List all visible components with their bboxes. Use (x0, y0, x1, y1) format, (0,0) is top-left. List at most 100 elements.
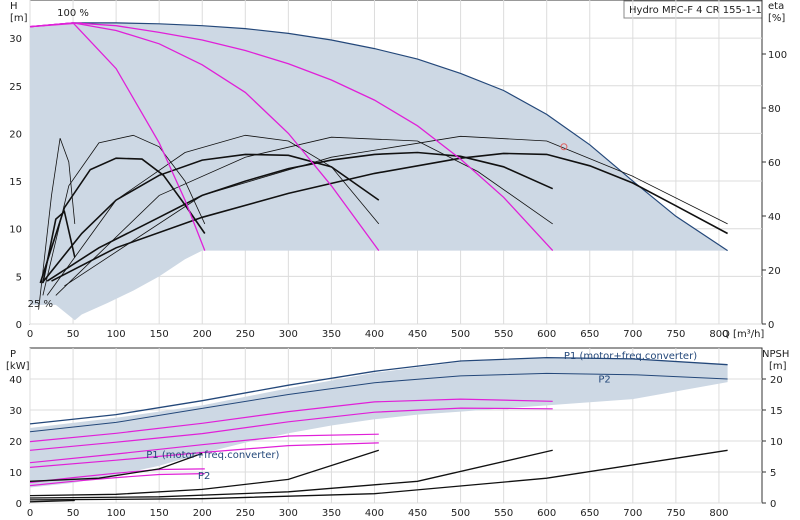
power-x-tick-label: 100 (107, 508, 126, 519)
qh-y2-label-unit: [%] (768, 13, 785, 24)
qh-x-tick-label: 400 (365, 329, 384, 340)
power-x-tick-label: 400 (365, 508, 384, 519)
qh-x-tick-label: 600 (537, 329, 556, 340)
qh-plot: 0 50 100 150 200 250 300 350 400 450 500 550 600 650 7… (9, 0, 787, 340)
power-y-label-top: P (10, 349, 16, 360)
qh-pump-curve (42, 210, 76, 284)
power-x-tick-label: 350 (322, 508, 341, 519)
power-x-tick-label: 200 (193, 508, 212, 519)
qh-x-tick-label: 500 (451, 329, 470, 340)
power-x-tick-label: 0 (27, 508, 33, 519)
npsh-y2-tick-label: 0 (770, 499, 776, 510)
qh-x-tick-label: 200 (193, 329, 212, 340)
power-envelope-area (30, 357, 728, 488)
power-x-tick-label: 700 (623, 508, 642, 519)
power-y-tick-label: 20 (9, 437, 22, 448)
power-x-tick-label: 250 (236, 508, 255, 519)
qh-annotation: 25 % (28, 299, 53, 310)
qh-pump-curve (51, 152, 728, 282)
qh-y-tick-label: 5 (16, 272, 22, 283)
qh-x-tick-label: 300 (279, 329, 298, 340)
power-annotation: P2 (598, 375, 610, 386)
speed-curve (29, 22, 82, 28)
power-x-tick-label: 650 (580, 508, 599, 519)
qh-x-tick-label: 0 (27, 329, 33, 340)
power-speed-curve (29, 398, 553, 443)
qh-pump-curve (39, 157, 206, 284)
npsh-curve (29, 449, 553, 499)
qh-y-tick-label: 25 (9, 82, 22, 93)
power-x-tick-label: 800 (709, 508, 728, 519)
power-x-tick-label: 500 (451, 508, 470, 519)
qh-envelope-area (30, 22, 728, 321)
npsh-curve (29, 499, 75, 503)
qh-y2-tick-label: 40 (768, 212, 781, 223)
power-speed-curve (29, 433, 379, 464)
qh-y2-tick-label: 100 (768, 50, 787, 61)
qh-x-tick-label: 750 (666, 329, 685, 340)
power-y-tick-label: 10 (9, 468, 22, 479)
power-speed-curve (29, 468, 205, 484)
qh-x-tick-label: 250 (236, 329, 255, 340)
power-annotation: P1 (motor+freq.converter) (564, 351, 697, 362)
npsh-y2-tick-label: 5 (770, 468, 776, 479)
npsh-y2-label-top: NPSH (762, 349, 789, 360)
power-annotation: P1 (motor+freq.converter) (146, 450, 279, 461)
npsh-y2-tick-label: 20 (770, 375, 783, 386)
qh-x-tick-label: 450 (408, 329, 427, 340)
qh-x-tick-label: 50 (67, 329, 80, 340)
power-x-tick-label: 300 (279, 508, 298, 519)
npsh-curve (29, 449, 379, 497)
qh-y-label-top: H (10, 1, 18, 12)
qh-x-tick-label: 100 (107, 329, 126, 340)
qh-y-tick-label: 20 (9, 129, 22, 140)
qh-x-tick-label: 700 (623, 329, 642, 340)
power-x-tick-label: 50 (67, 508, 80, 519)
qh-y2-tick-label: 20 (768, 266, 781, 277)
eta-curve (42, 134, 206, 296)
qh-x-tick-label: 800 (709, 329, 728, 340)
qh-y-tick-label: 30 (9, 34, 22, 45)
power-x-tick-label: 750 (666, 508, 685, 519)
qh-y2-tick-label: 0 (768, 320, 774, 331)
qh-x-tick-label: 550 (494, 329, 513, 340)
eta-curve (55, 136, 553, 296)
qh-x-tick-label: 150 (150, 329, 169, 340)
npsh-curve (29, 449, 728, 501)
qh-y-tick-label: 0 (16, 320, 22, 331)
qh-envelope-edge (29, 22, 728, 252)
qh-y2-tick-label: 80 (768, 104, 781, 115)
qh-y2-label-top: eta (768, 1, 784, 12)
qh-annotation: 100 % (57, 8, 89, 19)
qh-y-tick-label: 10 (9, 225, 22, 236)
qh-y-tick-label: 15 (9, 177, 22, 188)
p2-curve (29, 372, 728, 433)
power-x-tick-label: 550 (494, 508, 513, 519)
power-speed-curve (29, 473, 205, 487)
speed-curve (29, 22, 380, 251)
power-x-tick-label: 150 (150, 508, 169, 519)
qh-x-tick-label: 350 (322, 329, 341, 340)
power-speed-curve (29, 407, 553, 451)
npsh-curve (29, 452, 203, 482)
power-x-tick-label: 600 (537, 508, 556, 519)
qh-y-label-unit: [m] (10, 13, 28, 24)
npsh-y2-tick-label: 15 (770, 406, 783, 417)
power-y-label-unit: [kW] (6, 361, 30, 372)
qh-x-label: Q [m³/h] (722, 329, 764, 340)
power-speed-curve (29, 442, 379, 468)
chart-title: Hydro MPC-F 4 CR 155-1-1 (629, 5, 762, 16)
power-y-tick-label: 30 (9, 406, 22, 417)
qh-x-tick-label: 650 (580, 329, 599, 340)
power-x-tick-label: 450 (408, 508, 427, 519)
qh-y2-tick-label: 60 (768, 158, 781, 169)
npsh-y2-tick-label: 10 (770, 437, 783, 448)
power-y-tick-label: 40 (9, 375, 22, 386)
operating-point-marker (560, 143, 568, 151)
power-y-tick-label: 0 (16, 499, 22, 510)
chart-title-box: Hydro MPC-F 4 CR 155-1-1 (623, 0, 763, 19)
speed-curve (29, 22, 554, 252)
